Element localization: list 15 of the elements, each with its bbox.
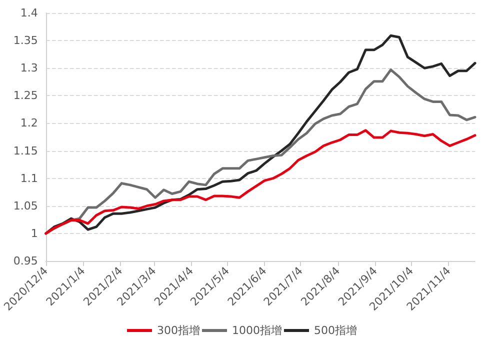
- legend-label: 1000指增: [232, 324, 282, 337]
- legend-label: 500指增: [314, 324, 357, 337]
- legend-label: 300指增: [157, 324, 200, 337]
- line-series: [44, 129, 476, 235]
- y-tick-label: 0.95: [13, 254, 38, 268]
- line-series: [44, 68, 476, 235]
- y-tick-label: 1.35: [13, 34, 38, 48]
- y-tick-label: 1.05: [13, 199, 38, 212]
- y-tick-label: 1.25: [13, 89, 38, 102]
- y-tick-label: 1.4: [20, 6, 38, 20]
- y-tick-label: 1.1: [20, 172, 38, 185]
- y-tick-label: 1.15: [13, 144, 38, 158]
- y-tick-label: 1: [30, 226, 38, 240]
- y-tick-label: 1.2: [20, 116, 38, 130]
- y-tick-label: 1.3: [20, 62, 38, 75]
